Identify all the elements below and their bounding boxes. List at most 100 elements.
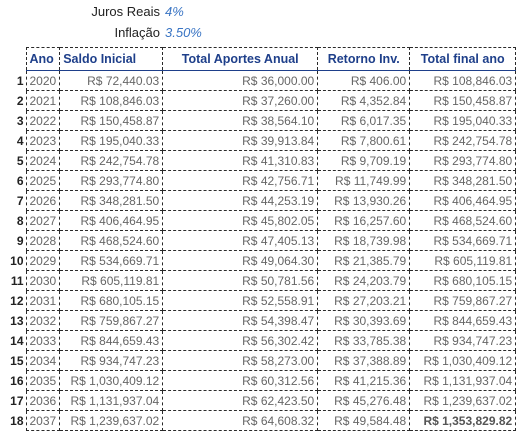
cell-ano[interactable]: 2031 bbox=[25, 290, 61, 311]
cell-saldo-inicial[interactable]: R$ 534,669.71 bbox=[59, 250, 164, 271]
cell-total-final-ano[interactable]: R$ 1,353,829.82 bbox=[409, 410, 517, 431]
cell-total-final-ano[interactable]: R$ 406,464.95 bbox=[409, 190, 517, 211]
cell-ano[interactable]: 2033 bbox=[25, 330, 61, 351]
cell-total-final-ano[interactable]: R$ 605,119.81 bbox=[409, 250, 517, 271]
cell-ano[interactable]: 2027 bbox=[25, 210, 61, 231]
cell-total-aportes-anual[interactable]: R$ 37,260.00 bbox=[162, 90, 319, 111]
cell-total-final-ano[interactable]: R$ 293,774.80 bbox=[409, 150, 517, 171]
cell-ano[interactable]: 2035 bbox=[25, 370, 61, 391]
cell-retorno-inv[interactable]: R$ 37,388.89 bbox=[317, 350, 411, 371]
cell-retorno-inv[interactable]: R$ 27,203.21 bbox=[317, 290, 411, 311]
cell-ano[interactable]: 2029 bbox=[25, 250, 61, 271]
cell-saldo-inicial[interactable]: R$ 293,774.80 bbox=[59, 170, 164, 191]
cell-total-aportes-anual[interactable]: R$ 39,913.84 bbox=[162, 130, 319, 151]
cell-ano[interactable]: 2032 bbox=[25, 310, 61, 331]
cell-total-aportes-anual[interactable]: R$ 56,302.42 bbox=[162, 330, 319, 351]
header-ano[interactable]: Ano bbox=[25, 47, 61, 71]
cell-retorno-inv[interactable]: R$ 16,257.60 bbox=[317, 210, 411, 231]
cell-total-final-ano[interactable]: R$ 242,754.78 bbox=[409, 130, 517, 151]
header-retorno-inv[interactable]: Retorno Inv. bbox=[317, 47, 411, 71]
cell-retorno-inv[interactable]: R$ 45,276.48 bbox=[317, 390, 411, 411]
cell-total-final-ano[interactable]: R$ 1,131,937.04 bbox=[409, 370, 517, 391]
cell-total-final-ano[interactable]: R$ 534,669.71 bbox=[409, 230, 517, 251]
cell-ano[interactable]: 2021 bbox=[25, 90, 61, 111]
header-total-final-ano[interactable]: Total final ano bbox=[409, 47, 517, 71]
cell-saldo-inicial[interactable]: R$ 406,464.95 bbox=[59, 210, 164, 231]
cell-total-aportes-anual[interactable]: R$ 44,253.19 bbox=[162, 190, 319, 211]
cell-ano[interactable]: 2024 bbox=[25, 150, 61, 171]
cell-total-aportes-anual[interactable]: R$ 38,564.10 bbox=[162, 110, 319, 131]
cell-retorno-inv[interactable]: R$ 18,739.98 bbox=[317, 230, 411, 251]
cell-ano[interactable]: 2028 bbox=[25, 230, 61, 251]
cell-saldo-inicial[interactable]: R$ 1,131,937.04 bbox=[59, 390, 164, 411]
cell-total-aportes-anual[interactable]: R$ 45,802.05 bbox=[162, 210, 319, 231]
cell-total-aportes-anual[interactable]: R$ 50,781.56 bbox=[162, 270, 319, 291]
cell-saldo-inicial[interactable]: R$ 195,040.33 bbox=[59, 130, 164, 151]
cell-saldo-inicial[interactable]: R$ 150,458.87 bbox=[59, 110, 164, 131]
cell-saldo-inicial[interactable]: R$ 108,846.03 bbox=[59, 90, 164, 111]
cell-saldo-inicial[interactable]: R$ 1,239,637.02 bbox=[59, 410, 164, 431]
inflacao-value-cell[interactable]: 3.50% bbox=[165, 25, 202, 40]
cell-total-aportes-anual[interactable]: R$ 49,064.30 bbox=[162, 250, 319, 271]
cell-total-final-ano[interactable]: R$ 150,458.87 bbox=[409, 90, 517, 111]
cell-total-final-ano[interactable]: R$ 844,659.43 bbox=[409, 310, 517, 331]
cell-total-aportes-anual[interactable]: R$ 36,000.00 bbox=[162, 70, 319, 91]
cell-saldo-inicial[interactable]: R$ 680,105.15 bbox=[59, 290, 164, 311]
header-saldo-inicial[interactable]: Saldo Inicial bbox=[59, 47, 164, 71]
cell-retorno-inv[interactable]: R$ 41,215.36 bbox=[317, 370, 411, 391]
cell-total-aportes-anual[interactable]: R$ 62,423.50 bbox=[162, 390, 319, 411]
cell-saldo-inicial[interactable]: R$ 348,281.50 bbox=[59, 190, 164, 211]
cell-retorno-inv[interactable]: R$ 24,203.79 bbox=[317, 270, 411, 291]
cell-ano[interactable]: 2026 bbox=[25, 190, 61, 211]
cell-total-aportes-anual[interactable]: R$ 52,558.91 bbox=[162, 290, 319, 311]
cell-total-final-ano[interactable]: R$ 348,281.50 bbox=[409, 170, 517, 191]
cell-saldo-inicial[interactable]: R$ 934,747.23 bbox=[59, 350, 164, 371]
cell-saldo-inicial[interactable]: R$ 242,754.78 bbox=[59, 150, 164, 171]
cell-ano[interactable]: 2020 bbox=[25, 70, 61, 91]
cell-total-aportes-anual[interactable]: R$ 54,398.47 bbox=[162, 310, 319, 331]
cell-total-final-ano[interactable]: R$ 1,239,637.02 bbox=[409, 390, 517, 411]
cell-ano[interactable]: 2034 bbox=[25, 350, 61, 371]
cell-ano[interactable]: 2036 bbox=[25, 390, 61, 411]
cell-saldo-inicial[interactable]: R$ 468,524.60 bbox=[59, 230, 164, 251]
cell-retorno-inv[interactable]: R$ 406.00 bbox=[317, 70, 411, 91]
cell-total-final-ano[interactable]: R$ 934,747.23 bbox=[409, 330, 517, 351]
cell-total-aportes-anual[interactable]: R$ 58,273.00 bbox=[162, 350, 319, 371]
cell-total-final-ano[interactable]: R$ 468,524.60 bbox=[409, 210, 517, 231]
cell-ano[interactable]: 2025 bbox=[25, 170, 61, 191]
row-number: 4 bbox=[16, 133, 24, 148]
cell-retorno-inv[interactable]: R$ 6,017.35 bbox=[317, 110, 411, 131]
cell-retorno-inv[interactable]: R$ 9,709.19 bbox=[317, 150, 411, 171]
juros-value-cell[interactable]: 4% bbox=[165, 4, 184, 19]
header-total-aportes-anual[interactable]: Total Aportes Anual bbox=[162, 47, 319, 71]
cell-saldo-inicial[interactable]: R$ 759,867.27 bbox=[59, 310, 164, 331]
cell-retorno-inv[interactable]: R$ 7,800.61 bbox=[317, 130, 411, 151]
cell-retorno-inv[interactable]: R$ 33,785.38 bbox=[317, 330, 411, 351]
cell-ano[interactable]: 2022 bbox=[25, 110, 61, 131]
cell-ano[interactable]: 2030 bbox=[25, 270, 61, 291]
cell-total-final-ano[interactable]: R$ 195,040.33 bbox=[409, 110, 517, 131]
cell-total-final-ano[interactable]: R$ 680,105.15 bbox=[409, 270, 517, 291]
cell-retorno-inv[interactable]: R$ 30,393.69 bbox=[317, 310, 411, 331]
cell-retorno-inv[interactable]: R$ 21,385.79 bbox=[317, 250, 411, 271]
cell-retorno-inv[interactable]: R$ 4,352.84 bbox=[317, 90, 411, 111]
cell-saldo-inicial[interactable]: R$ 1,030,409.12 bbox=[59, 370, 164, 391]
row-number: 13 bbox=[10, 313, 24, 328]
cell-total-final-ano[interactable]: R$ 759,867.27 bbox=[409, 290, 517, 311]
cell-total-aportes-anual[interactable]: R$ 60,312.56 bbox=[162, 370, 319, 391]
cell-ano[interactable]: 2023 bbox=[25, 130, 61, 151]
cell-total-aportes-anual[interactable]: R$ 64,608.32 bbox=[162, 410, 319, 431]
cell-total-aportes-anual[interactable]: R$ 42,756.71 bbox=[162, 170, 319, 191]
table-row: 2 2021 R$ 108,846.03 R$ 37,260.00 R$ 4,352.8… bbox=[0, 90, 517, 111]
cell-total-aportes-anual[interactable]: R$ 41,310.83 bbox=[162, 150, 319, 171]
cell-ano[interactable]: 2037 bbox=[25, 410, 61, 431]
cell-saldo-inicial[interactable]: R$ 605,119.81 bbox=[59, 270, 164, 291]
cell-retorno-inv[interactable]: R$ 13,930.26 bbox=[317, 190, 411, 211]
cell-retorno-inv[interactable]: R$ 11,749.99 bbox=[317, 170, 411, 191]
cell-saldo-inicial[interactable]: R$ 844,659.43 bbox=[59, 330, 164, 351]
cell-saldo-inicial[interactable]: R$ 72,440.03 bbox=[59, 70, 164, 91]
cell-total-final-ano[interactable]: R$ 1,030,409.12 bbox=[409, 350, 517, 371]
cell-total-final-ano[interactable]: R$ 108,846.03 bbox=[409, 70, 517, 91]
cell-retorno-inv[interactable]: R$ 49,584.48 bbox=[317, 410, 411, 431]
cell-total-aportes-anual[interactable]: R$ 47,405.13 bbox=[162, 230, 319, 251]
